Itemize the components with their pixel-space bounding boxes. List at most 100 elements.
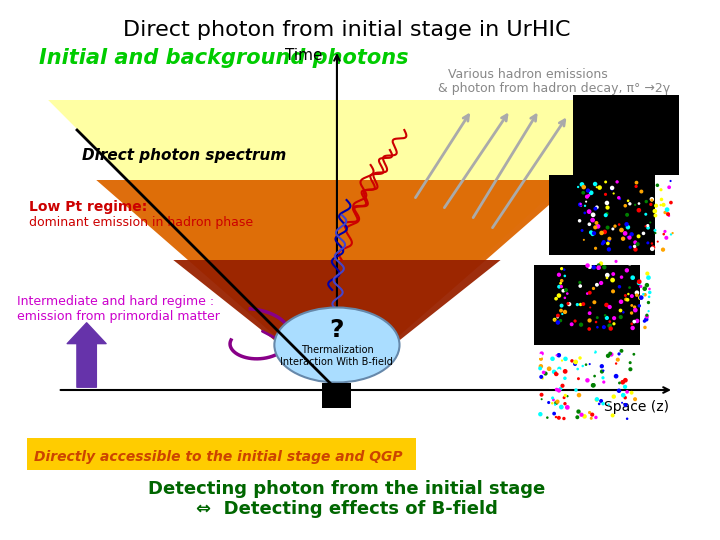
- Point: [579, 208, 590, 217]
- Point: [631, 316, 643, 325]
- Point: [585, 228, 597, 237]
- Point: [584, 262, 595, 271]
- Point: [573, 391, 585, 400]
- Text: ⇔  Detecting effects of B-field: ⇔ Detecting effects of B-field: [196, 500, 498, 518]
- Point: [575, 201, 587, 210]
- Point: [590, 244, 601, 253]
- Point: [665, 198, 677, 207]
- Point: [667, 229, 678, 238]
- Point: [572, 374, 584, 383]
- Point: [559, 265, 570, 274]
- Point: [583, 389, 595, 397]
- Point: [616, 298, 627, 306]
- Point: [598, 238, 610, 246]
- Point: [536, 373, 547, 381]
- Point: [557, 356, 568, 365]
- Point: [631, 178, 642, 187]
- Point: [634, 278, 645, 286]
- Text: Time: Time: [285, 48, 323, 63]
- Point: [551, 351, 562, 360]
- Point: [658, 230, 670, 239]
- Point: [611, 178, 623, 186]
- Point: [558, 414, 570, 423]
- Bar: [549, 175, 654, 255]
- Text: Various hadron emissions: Various hadron emissions: [448, 68, 608, 81]
- Point: [603, 236, 615, 245]
- Point: [616, 347, 627, 355]
- Point: [621, 211, 633, 219]
- Point: [611, 359, 622, 368]
- Point: [641, 311, 652, 320]
- Point: [606, 350, 617, 359]
- Point: [549, 368, 560, 376]
- Point: [590, 348, 601, 356]
- Point: [633, 232, 644, 241]
- Point: [602, 203, 613, 212]
- Text: dominant emission in hadron phase: dominant emission in hadron phase: [29, 216, 253, 229]
- Point: [627, 273, 639, 282]
- Point: [626, 388, 637, 397]
- Point: [593, 264, 604, 272]
- Point: [601, 271, 613, 280]
- Point: [598, 366, 609, 375]
- Point: [584, 316, 595, 325]
- Point: [656, 195, 667, 204]
- Point: [622, 197, 634, 205]
- Point: [599, 311, 611, 320]
- Point: [644, 218, 656, 227]
- Point: [535, 355, 546, 363]
- Point: [616, 273, 627, 281]
- Point: [584, 288, 595, 297]
- Point: [649, 229, 661, 238]
- Point: [550, 413, 562, 421]
- Point: [534, 352, 546, 360]
- Point: [663, 183, 675, 192]
- Point: [629, 242, 640, 251]
- Point: [614, 195, 626, 204]
- Point: [642, 269, 653, 278]
- Point: [607, 276, 618, 285]
- Point: [657, 245, 669, 254]
- Point: [598, 263, 610, 272]
- Point: [607, 411, 618, 420]
- Point: [591, 203, 603, 212]
- Point: [617, 234, 629, 243]
- Point: [624, 359, 636, 367]
- Point: [596, 228, 608, 237]
- FancyBboxPatch shape: [27, 438, 416, 470]
- Point: [635, 282, 647, 291]
- Point: [598, 399, 609, 408]
- Point: [559, 355, 571, 363]
- Point: [619, 229, 631, 238]
- Point: [601, 210, 613, 218]
- Point: [643, 311, 654, 320]
- Point: [643, 298, 654, 307]
- Point: [536, 395, 547, 403]
- Point: [557, 286, 569, 295]
- Point: [554, 367, 565, 375]
- Point: [577, 362, 588, 370]
- Point: [622, 223, 634, 232]
- Point: [613, 349, 625, 358]
- Text: emission from primordial matter: emission from primordial matter: [17, 310, 220, 323]
- Point: [546, 399, 558, 408]
- Point: [611, 257, 622, 266]
- Point: [559, 367, 571, 376]
- Point: [603, 400, 614, 409]
- Point: [638, 290, 649, 299]
- Point: [574, 217, 585, 225]
- Point: [594, 183, 606, 192]
- Point: [556, 264, 567, 273]
- Text: & photon from hadron decay, π° →2γ: & photon from hadron decay, π° →2γ: [438, 82, 670, 95]
- Point: [553, 282, 564, 291]
- Point: [564, 300, 575, 308]
- Point: [594, 355, 606, 363]
- Point: [576, 410, 588, 419]
- Point: [627, 323, 639, 332]
- Point: [602, 239, 613, 248]
- Point: [593, 261, 604, 269]
- Point: [559, 374, 571, 382]
- Point: [585, 188, 597, 197]
- Point: [588, 381, 599, 390]
- Point: [554, 384, 566, 393]
